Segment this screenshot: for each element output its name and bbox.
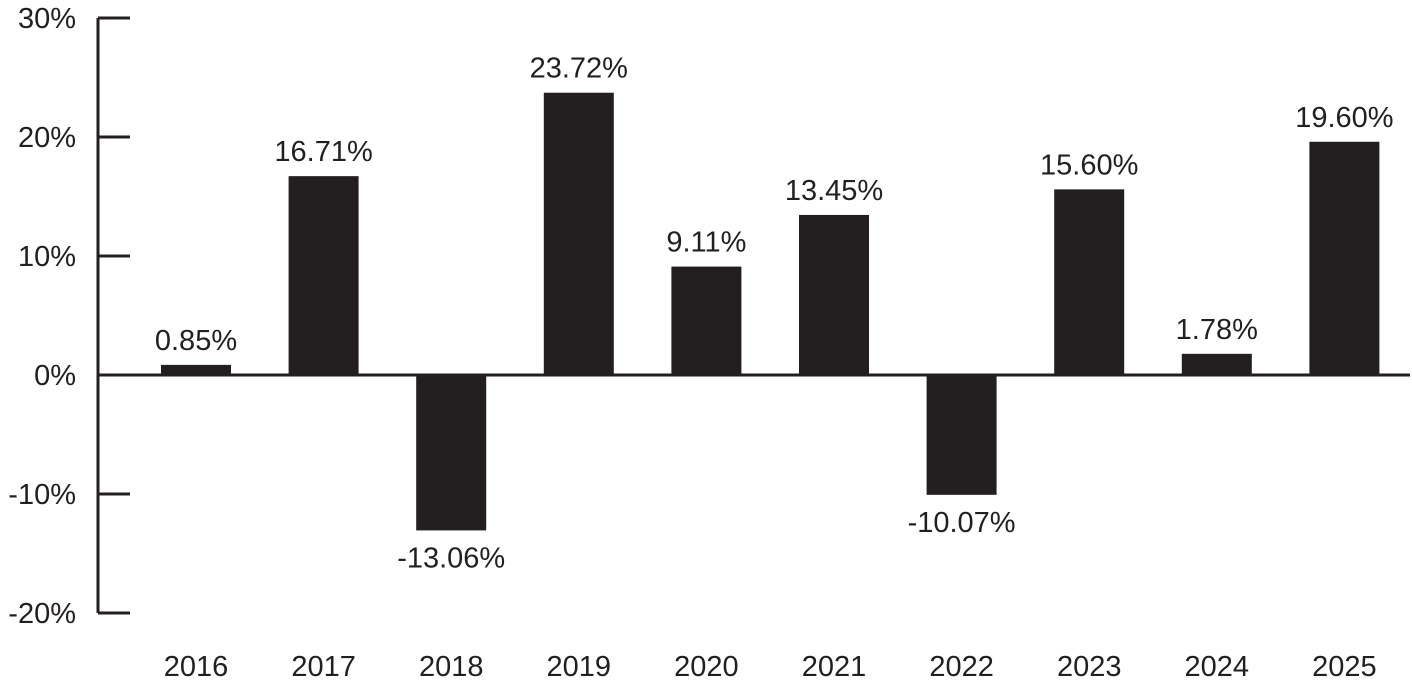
bar-2016 (161, 364, 231, 375)
x-tick-label-2016: 2016 (164, 651, 229, 683)
data-label-2020: 9.11% (666, 227, 746, 259)
x-tick-label-2020: 2020 (674, 651, 739, 683)
x-tick-label-2021: 2021 (802, 651, 867, 683)
bar-2022 (926, 375, 997, 495)
data-label-2017: 16.71% (274, 136, 372, 168)
data-label-2023: 15.60% (1040, 149, 1138, 181)
data-label-2024: 1.78% (1176, 314, 1258, 346)
bar-2020 (671, 266, 742, 375)
y-tick-label: -20% (8, 598, 76, 630)
y-tick-label: 20% (18, 122, 76, 154)
x-tick-label-2017: 2017 (291, 651, 356, 683)
bar-2023 (1054, 189, 1125, 375)
data-label-2018: -13.06% (397, 542, 505, 574)
data-label-2021: 13.45% (785, 175, 883, 207)
bar-2018 (416, 375, 487, 531)
y-tick-label: -10% (8, 479, 76, 511)
data-label-2019: 23.72% (530, 53, 628, 85)
y-tick-label: 10% (18, 241, 76, 273)
data-label-2025: 19.60% (1295, 102, 1393, 134)
y-axis-ticks: 30% 20% 10% 0% -10% -20% (8, 3, 130, 630)
y-tick-label: 30% (18, 3, 76, 35)
bar-2024 (1181, 353, 1252, 375)
bar-2025 (1309, 141, 1380, 375)
x-tick-label-2025: 2025 (1312, 651, 1377, 683)
x-tick-label-2018: 2018 (419, 651, 484, 683)
y-tick-label: 0% (34, 360, 76, 392)
x-axis-labels: 2016 2017 2018 2019 2020 2021 2022 2023 2024 2025 (164, 651, 1377, 683)
x-tick-label-2024: 2024 (1185, 651, 1250, 683)
bars-group (161, 92, 1380, 531)
bar-2017 (288, 176, 359, 375)
bar-2019 (543, 92, 614, 376)
data-labels-group: 0.85% 16.71% -13.06% 23.72% 9.11% 13.45% -10.0… (155, 53, 1394, 575)
x-tick-label-2019: 2019 (547, 651, 612, 683)
bar-2021 (799, 214, 869, 375)
x-tick-label-2023: 2023 (1057, 651, 1122, 683)
x-tick-label-2022: 2022 (929, 651, 994, 683)
data-label-2016: 0.85% (155, 325, 237, 357)
data-label-2022: -10.07% (908, 507, 1016, 539)
